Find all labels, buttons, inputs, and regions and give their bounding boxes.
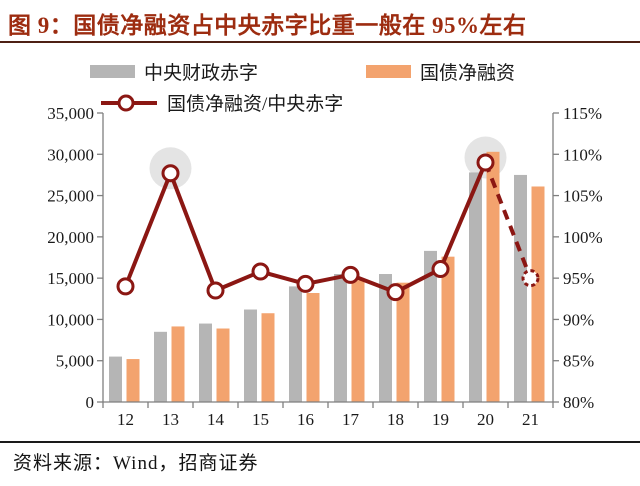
x-axis-label: 21 bbox=[522, 410, 539, 429]
left-axis-label: 25,000 bbox=[47, 187, 94, 206]
gray-bar-swatch-icon bbox=[90, 65, 135, 78]
x-axis-label: 12 bbox=[117, 410, 134, 429]
right-axis-label: 115% bbox=[563, 104, 602, 123]
footer-divider bbox=[0, 441, 640, 443]
left-axis-label: 35,000 bbox=[47, 104, 94, 123]
chart-legend-row-1: 中央财政赤字 国债净融资 bbox=[90, 58, 515, 85]
legend-item-central-deficit: 中央财政赤字 bbox=[90, 58, 258, 85]
bar-net-financing bbox=[486, 151, 500, 402]
bar-net-financing bbox=[306, 293, 320, 402]
left-axis-label: 5,000 bbox=[56, 352, 94, 371]
ratio-line-marker bbox=[296, 274, 315, 293]
legend-label-net-financing: 国债净融资 bbox=[420, 63, 516, 84]
bar-net-financing bbox=[531, 186, 545, 402]
figure-title: 图 9：国债净融资占中央赤字比重一般在 95%左右 bbox=[8, 13, 527, 38]
ratio-line-marker bbox=[161, 164, 180, 183]
x-axis-label: 14 bbox=[207, 410, 225, 429]
bar-central-deficit bbox=[469, 172, 482, 402]
left-axis-label: 10,000 bbox=[47, 310, 94, 329]
bar-central-deficit bbox=[334, 274, 347, 402]
x-axis-label: 20 bbox=[477, 410, 494, 429]
bar-central-deficit bbox=[109, 356, 122, 402]
ratio-line-dashed bbox=[483, 161, 533, 279]
right-axis-label: 95% bbox=[563, 269, 594, 288]
bar-net-financing bbox=[171, 326, 185, 402]
bar-net-financing bbox=[216, 328, 230, 402]
bar-central-deficit bbox=[199, 323, 212, 402]
left-axis-label: 15,000 bbox=[47, 269, 94, 288]
legend-item-ratio: 国债净融资/中央赤字 bbox=[100, 89, 343, 116]
bar-central-deficit bbox=[424, 250, 437, 402]
x-axis-label: 17 bbox=[342, 410, 360, 429]
legend-label-ratio: 国债净融资/中央赤字 bbox=[167, 94, 344, 115]
x-axis-label: 16 bbox=[297, 410, 314, 429]
ratio-line-marker bbox=[476, 153, 495, 172]
orange-bar-swatch-icon bbox=[366, 65, 412, 78]
ratio-line-marker bbox=[206, 281, 225, 300]
ratio-line-marker bbox=[251, 262, 270, 281]
right-axis-label: 90% bbox=[563, 310, 594, 329]
legend-label-central-deficit: 中央财政赤字 bbox=[144, 63, 259, 84]
x-axis-label: 13 bbox=[162, 410, 179, 429]
bar-net-financing bbox=[351, 280, 365, 402]
right-axis-label: 105% bbox=[563, 187, 603, 206]
x-axis-label: 19 bbox=[432, 410, 449, 429]
ratio-line-marker bbox=[116, 277, 135, 296]
x-axis-label: 15 bbox=[252, 410, 269, 429]
bar-central-deficit bbox=[244, 309, 257, 402]
bar-central-deficit bbox=[514, 174, 527, 402]
bar-central-deficit bbox=[289, 286, 302, 402]
bar-net-financing bbox=[396, 282, 410, 402]
ratio-line-marker bbox=[521, 269, 540, 288]
right-axis-label: 85% bbox=[563, 352, 594, 371]
right-axis-label: 110% bbox=[563, 145, 602, 164]
line-marker-swatch-icon bbox=[100, 94, 158, 112]
bar-net-financing bbox=[126, 359, 140, 402]
x-axis-label: 18 bbox=[387, 410, 404, 429]
ratio-line-marker bbox=[431, 260, 450, 279]
bar-net-financing bbox=[261, 313, 275, 402]
source-text: 资料来源：Wind，招商证券 bbox=[13, 453, 259, 474]
bar-central-deficit bbox=[154, 331, 167, 402]
right-axis-label: 80% bbox=[563, 393, 594, 412]
bar-net-financing bbox=[441, 256, 455, 402]
left-axis-label: 0 bbox=[86, 393, 95, 412]
ratio-line-marker bbox=[386, 283, 405, 302]
left-axis-label: 30,000 bbox=[47, 145, 94, 164]
chart-plot: 0 5,000 10,000 15,000 20,000 25,000 30,000 35,0… bbox=[47, 104, 603, 429]
title-divider bbox=[0, 41, 640, 43]
right-axis-label: 100% bbox=[563, 228, 603, 247]
bar-central-deficit bbox=[379, 274, 392, 402]
chart-legend-row-2: 国债净融资/中央赤字 bbox=[100, 89, 343, 116]
ratio-line-marker bbox=[341, 265, 360, 284]
legend-item-net-financing: 国债净融资 bbox=[366, 58, 515, 85]
left-axis-label: 20,000 bbox=[47, 228, 94, 247]
